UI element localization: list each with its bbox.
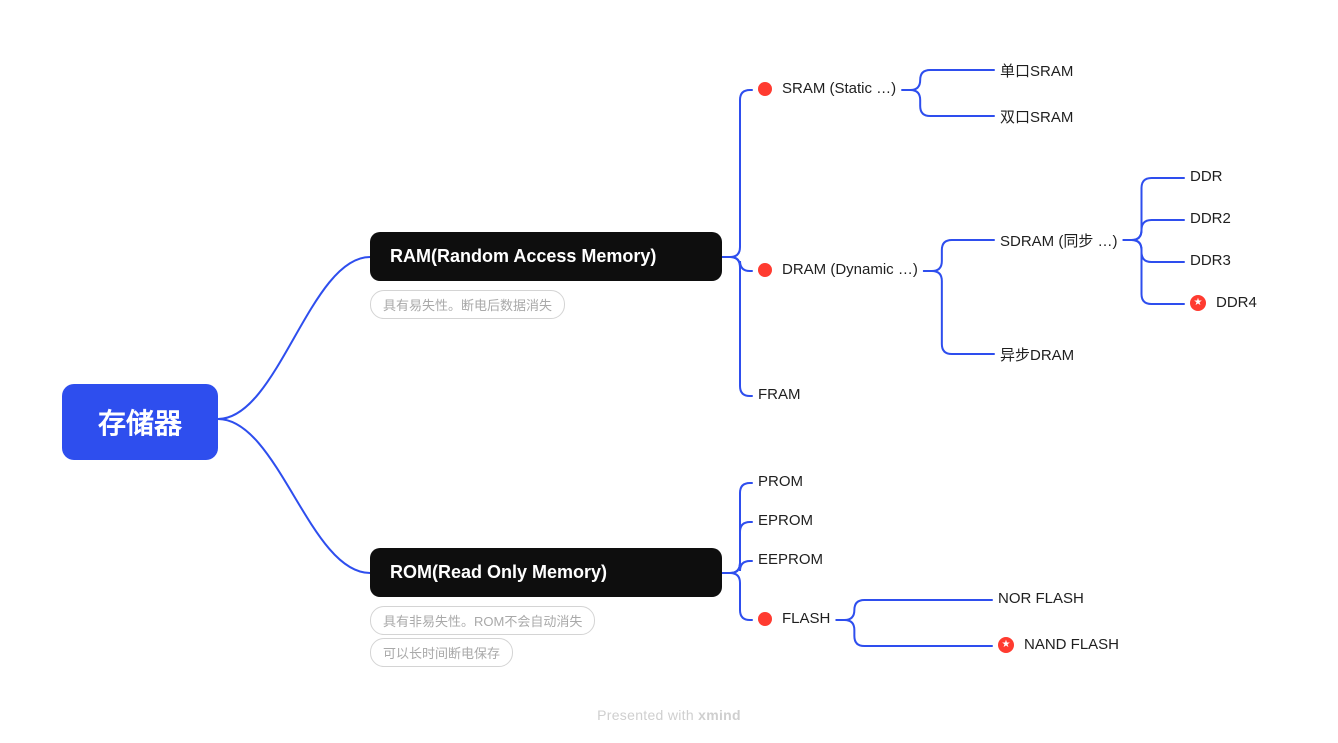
star-marker-icon: ★ [1190,295,1206,311]
leaf-node[interactable]: DRAM (Dynamic …) [758,261,918,278]
leaf-label: 异步DRAM [1000,344,1074,365]
leaf-label: SRAM (Static …) [782,80,896,97]
leaf-label: DDR3 [1190,252,1231,269]
leaf-node[interactable]: FRAM [758,386,801,403]
star-marker-icon: ★ [998,637,1014,653]
leaf-node[interactable]: ★ DDR4 [1190,294,1257,311]
root-node[interactable]: 存储器 [62,384,218,460]
leaf-node[interactable]: EPROM [758,512,813,529]
branch-node[interactable]: ROM(Read Only Memory) [370,548,722,597]
leaf-label: DDR2 [1190,210,1231,227]
branch-note: 可以长时间断电保存 [370,638,513,667]
leaf-node[interactable]: DDR [1190,168,1223,185]
leaf-node[interactable]: 单口SRAM [1000,60,1073,81]
leaf-label: DDR4 [1216,294,1257,311]
leaf-node[interactable]: DDR3 [1190,252,1231,269]
footer-brand: xmind [698,707,741,723]
leaf-label: FRAM [758,386,801,403]
leaf-label: NAND FLASH [1024,636,1119,653]
branch-node[interactable]: RAM(Random Access Memory) [370,232,722,281]
leaf-label: SDRAM (同步 …) [1000,230,1118,251]
leaf-label: FLASH [782,610,830,627]
leaf-node[interactable]: SDRAM (同步 …) [1000,230,1118,251]
connector-layer [0,0,1338,743]
branch-note: 具有非易失性。ROM不会自动消失 [370,606,595,635]
leaf-label: EEPROM [758,551,823,568]
footer-prefix: Presented with [597,707,698,723]
leaf-node[interactable]: SRAM (Static …) [758,80,896,97]
leaf-node[interactable]: PROM [758,473,803,490]
footer: Presented with xmind [0,707,1338,723]
mindmap-canvas: 存储器 RAM(Random Access Memory) 具有易失性。断电后数据消… [0,0,1338,743]
leaf-node[interactable]: 异步DRAM [1000,344,1074,365]
leaf-label: 双口SRAM [1000,106,1073,127]
priority-marker-icon [758,82,772,96]
leaf-node[interactable]: NOR FLASH [998,590,1084,607]
leaf-node[interactable]: DDR2 [1190,210,1231,227]
leaf-label: DRAM (Dynamic …) [782,261,918,278]
leaf-node[interactable]: ★ NAND FLASH [998,636,1119,653]
leaf-label: 单口SRAM [1000,60,1073,81]
branch-label: RAM(Random Access Memory) [390,246,656,266]
leaf-label: DDR [1190,168,1223,185]
leaf-node[interactable]: EEPROM [758,551,823,568]
leaf-label: EPROM [758,512,813,529]
leaf-node[interactable]: 双口SRAM [1000,106,1073,127]
root-label: 存储器 [98,408,182,439]
branch-label: ROM(Read Only Memory) [390,562,607,582]
priority-marker-icon [758,263,772,277]
leaf-node[interactable]: FLASH [758,610,830,627]
branch-note: 具有易失性。断电后数据消失 [370,290,565,319]
leaf-label: NOR FLASH [998,590,1084,607]
leaf-label: PROM [758,473,803,490]
priority-marker-icon [758,612,772,626]
